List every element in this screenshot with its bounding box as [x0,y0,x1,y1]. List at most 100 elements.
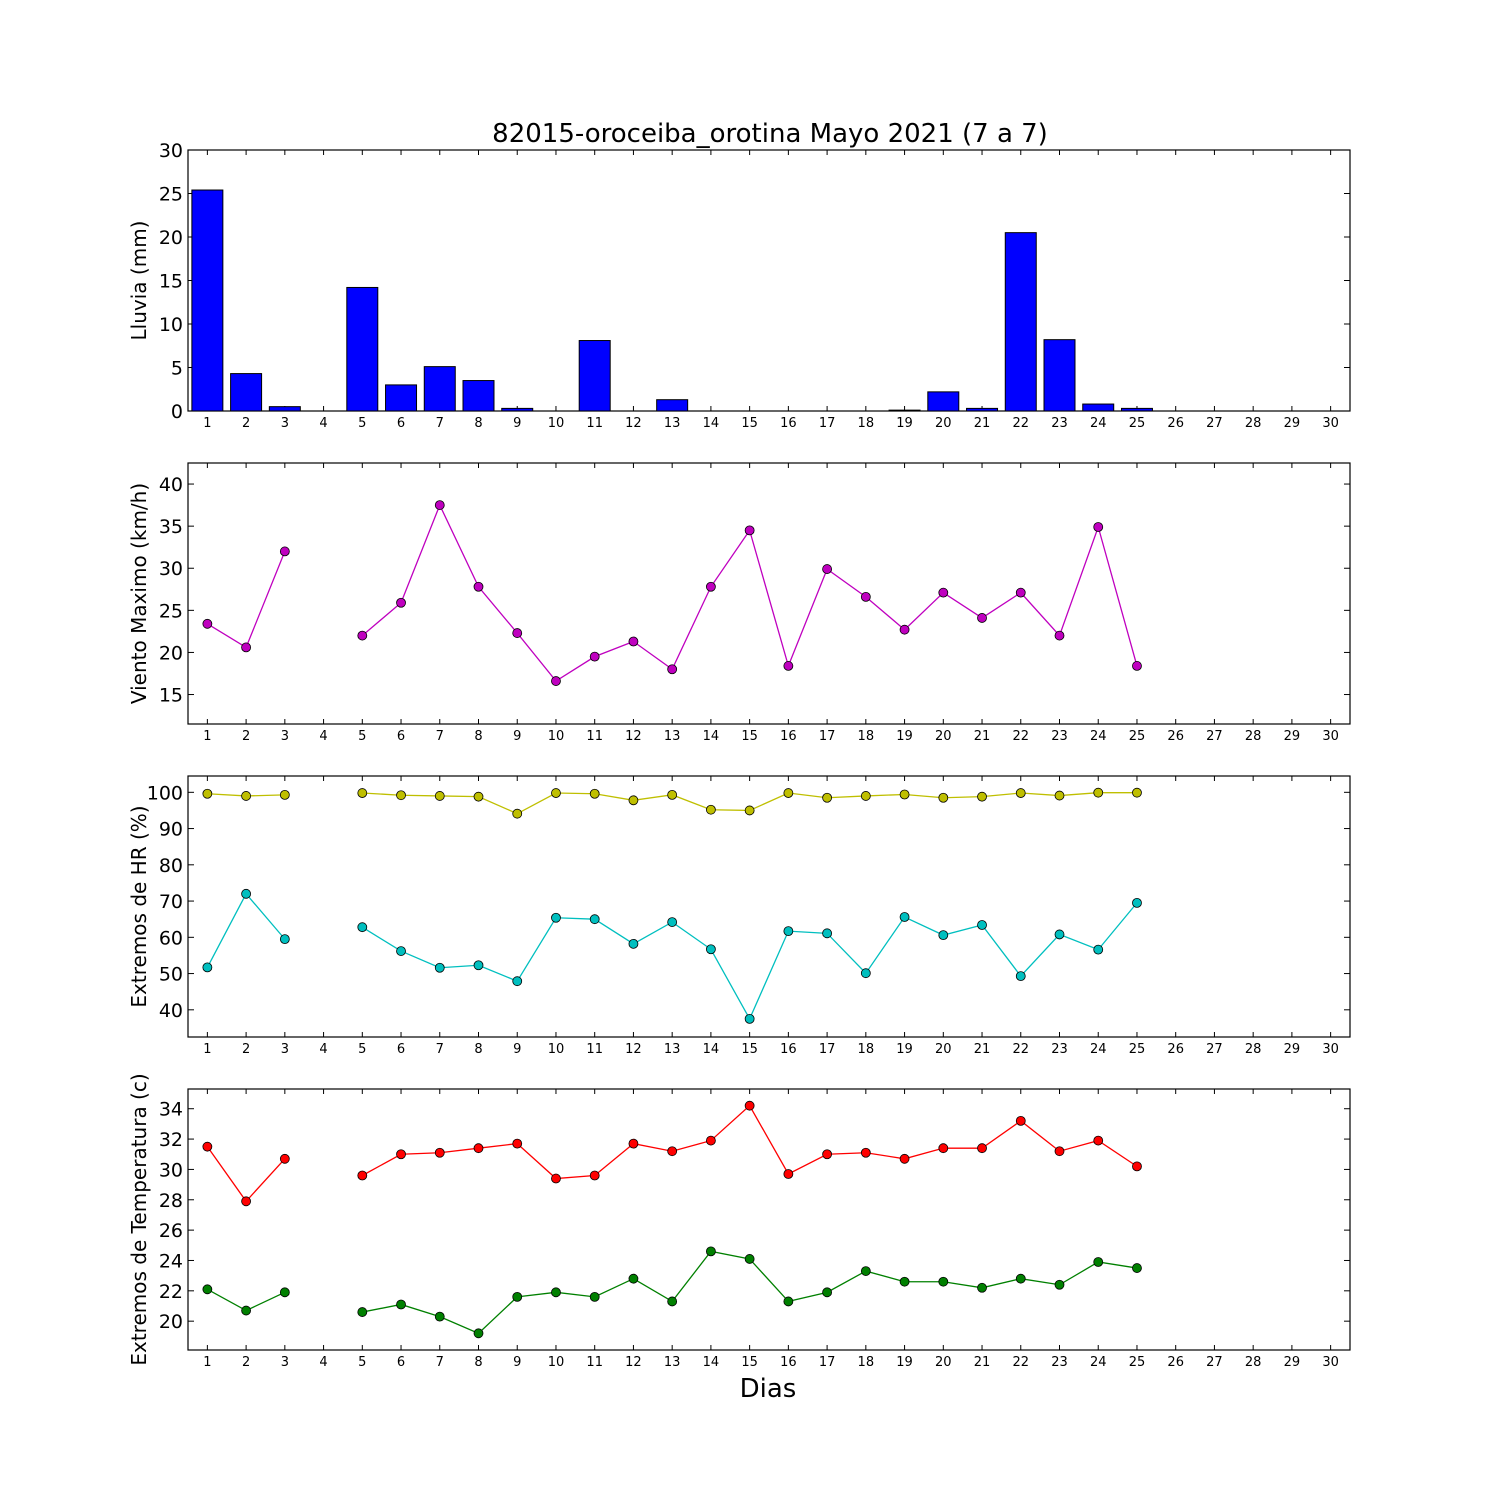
rain-bar [230,373,263,412]
y-tick-label: 25 [159,600,183,622]
data-point [1054,790,1065,801]
x-tick-label: 22 [1012,416,1029,431]
x-tick-label: 21 [974,416,991,431]
data-point [551,1287,561,1298]
subplot-3: 1 2 3 4 5 6 7 8 9 10 11 12 13 14 15 16 17 18 19 20 21 22 23 24 2… [127,775,1351,1057]
x-tick-label: 10 [548,729,565,744]
x-tick-label: 7 [436,1042,444,1057]
data-point [628,1138,639,1149]
data-point [628,938,639,949]
x-tick-label: 11 [586,1042,603,1057]
data-point [860,591,871,602]
x-tick-label: 20 [935,729,952,744]
rain-bar [385,384,418,412]
x-tick-label: 14 [703,416,720,431]
data-point [822,1149,832,1160]
y-tick-label: 32 [159,1129,183,1151]
x-tick-label: 6 [397,1042,405,1057]
y-tick-label: 20 [159,227,183,249]
x-tick-label: 19 [896,1355,913,1370]
x-tick-label: 14 [703,1042,720,1057]
x-tick-label: 3 [281,1355,289,1370]
x-tick-label: 6 [397,416,405,431]
x-tick-label: 5 [358,1042,366,1057]
data-point [396,946,406,956]
y-tick-label: 26 [159,1220,183,1242]
x-tick-label: 6 [397,729,405,744]
x-tick-label: 30 [1322,729,1339,744]
x-tick-label: 7 [436,1355,444,1370]
data-point [1054,1279,1065,1290]
data-point [899,624,910,635]
series-2 [202,888,1142,1024]
data-point [899,1153,910,1164]
rain-bar [927,391,960,412]
rain-bar [1043,339,1076,412]
x-tick-label: 27 [1206,416,1223,431]
x-tick-label: 19 [896,729,913,744]
x-tick-label: 30 [1322,416,1339,431]
x-tick-label: 10 [548,1355,565,1370]
data-point [1132,787,1142,798]
data-point [744,805,755,816]
y-tick-label: 15 [159,685,183,707]
data-point [822,792,832,803]
data-point [977,613,987,623]
series-line [206,1146,286,1203]
data-point [434,1147,445,1158]
y-tick-label: 5 [171,358,183,380]
data-point [860,791,871,801]
x-tick-label: 1 [203,1355,211,1370]
chart-title: 82015-oroceiba_orotina Mayo 2021 (7 a 7) [492,119,1048,149]
data-point [279,789,290,800]
x-tick-label: 24 [1090,416,1107,431]
data-point [744,1254,755,1264]
data-point [551,912,561,923]
y-axis-label: Extremos de HR (%) [127,805,151,1007]
data-point [860,1147,871,1158]
x-tick-label: 7 [436,416,444,431]
data-point [357,788,368,798]
data-point [202,788,213,799]
data-point [1015,1115,1026,1126]
data-point [1093,1257,1104,1267]
y-tick-label: 22 [159,1281,183,1303]
x-tick-label: 2 [242,1042,250,1057]
data-point [899,789,910,800]
data-point [667,789,678,800]
y-tick-label: 34 [159,1099,183,1121]
data-point [1054,929,1065,940]
x-tick-label: 3 [281,729,289,744]
x-tick-label: 18 [858,729,875,744]
subplot-4: 1 2 3 4 5 6 7 8 9 10 11 12 13 14 15 16 17 18 19 20 21 22 23 24 2… [127,1073,1351,1370]
data-point [1093,787,1104,798]
x-tick-label: 23 [1051,1042,1068,1057]
x-tick-label: 15 [741,1042,758,1057]
y-tick-label: 30 [159,558,183,580]
x-tick-label: 8 [474,1042,482,1057]
x-tick-label: 4 [319,416,327,431]
x-tick-label: 13 [664,1042,681,1057]
rain-bar [501,407,534,412]
data-point [977,791,987,802]
x-tick-label: 2 [242,729,250,744]
x-tick-label: 24 [1090,1355,1107,1370]
data-point [396,597,406,608]
x-tick-label: 9 [513,1042,521,1057]
x-tick-label: 11 [586,1355,603,1370]
x-tick-label: 21 [974,729,991,744]
data-point [822,564,832,574]
x-tick-label: 2 [242,1355,250,1370]
data-point [1132,897,1142,908]
x-tick-label: 10 [548,416,565,431]
x-tick-label: 18 [858,1355,875,1370]
data-point [1093,1135,1104,1146]
x-tick-label: 14 [703,1355,720,1370]
y-tick-label: 30 [159,140,183,162]
x-tick-label: 22 [1012,1042,1029,1057]
x-tick-label: 17 [819,1042,836,1057]
x-tick-label: 17 [819,416,836,431]
data-point [783,1296,794,1307]
x-tick-label: 28 [1245,729,1262,744]
x-tick-label: 17 [819,1355,836,1370]
